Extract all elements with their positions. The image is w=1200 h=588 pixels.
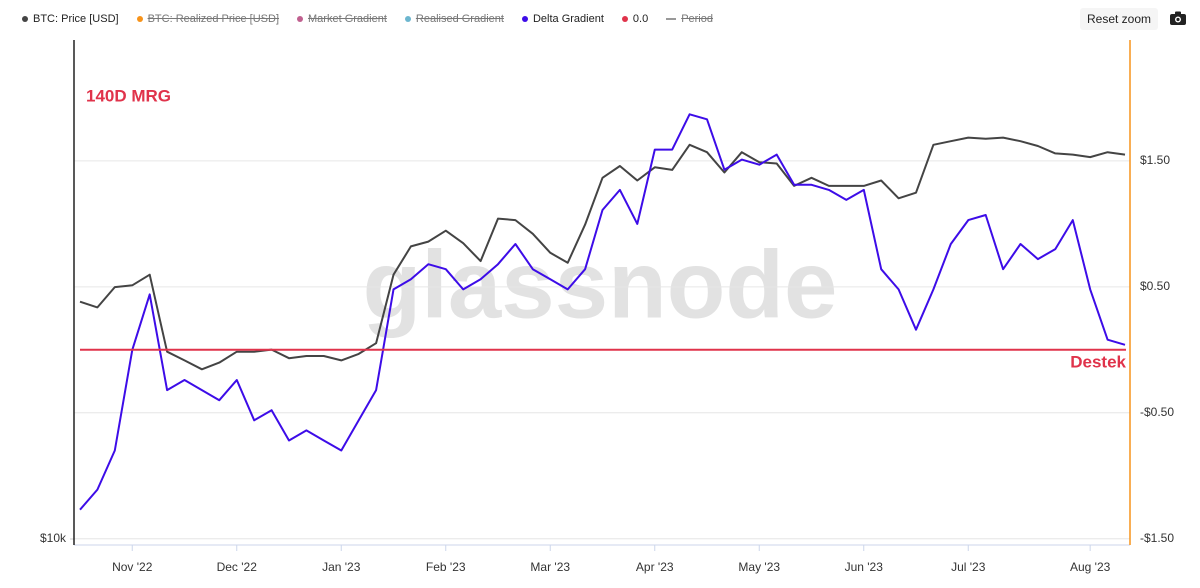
x-tick-label: Aug '23 xyxy=(1070,560,1111,574)
x-tick-label: Jun '23 xyxy=(845,560,884,574)
legend-swatch xyxy=(666,18,677,20)
legend-item[interactable]: 0.0 xyxy=(621,13,649,25)
reset-zoom-button[interactable]: Reset zoom xyxy=(1080,8,1158,30)
x-tick-label: May '23 xyxy=(738,560,780,574)
legend: BTC: Price [USD] BTC: Realized Price [USD… xyxy=(22,13,713,25)
legend-label: BTC: Realized Price [USD] xyxy=(147,13,280,25)
watermark: glassnode xyxy=(363,231,838,338)
annotation: 140D MRG xyxy=(86,86,171,105)
x-tick-label: Apr '23 xyxy=(636,560,674,574)
legend-swatch xyxy=(297,16,304,22)
y2-tick-label: $1.50 xyxy=(1140,153,1170,167)
legend-item[interactable]: BTC: Price [USD] xyxy=(22,13,119,25)
legend-item[interactable]: BTC: Realized Price [USD] xyxy=(136,13,280,25)
x-tick-label: Dec '22 xyxy=(217,560,258,574)
legend-swatch xyxy=(521,16,528,22)
legend-item[interactable]: Period xyxy=(666,13,713,25)
legend-swatch xyxy=(404,16,411,22)
series-line xyxy=(79,113,1126,511)
camera-icon[interactable] xyxy=(1170,11,1186,25)
legend-swatch xyxy=(22,16,28,22)
legend-label: BTC: Price [USD] xyxy=(33,13,119,25)
y2-tick-label: -$0.50 xyxy=(1140,405,1174,419)
x-tick-label: Jul '23 xyxy=(951,560,986,574)
legend-swatch xyxy=(621,16,628,22)
annotation: Destek xyxy=(1070,352,1126,371)
x-tick-label: Feb '23 xyxy=(426,560,466,574)
y2-tick-label: $0.50 xyxy=(1140,279,1170,293)
legend-item[interactable]: Market Gradient xyxy=(297,13,387,25)
y-tick-label: $10k xyxy=(40,531,67,545)
legend-item[interactable]: Realised Gradient xyxy=(404,13,504,25)
legend-label: Delta Gradient xyxy=(532,13,604,25)
x-tick-label: Mar '23 xyxy=(530,560,570,574)
legend-swatch xyxy=(136,16,143,22)
legend-label: Period xyxy=(681,13,713,25)
y2-tick-label: -$1.50 xyxy=(1140,531,1174,545)
legend-item[interactable]: Delta Gradient xyxy=(521,13,604,25)
x-tick-label: Jan '23 xyxy=(322,560,361,574)
series-line xyxy=(79,136,1126,371)
legend-label: Realised Gradient xyxy=(415,13,504,25)
legend-label: 0.0 xyxy=(632,13,649,25)
x-tick-label: Nov '22 xyxy=(112,560,153,574)
legend-label: Market Gradient xyxy=(308,13,387,25)
